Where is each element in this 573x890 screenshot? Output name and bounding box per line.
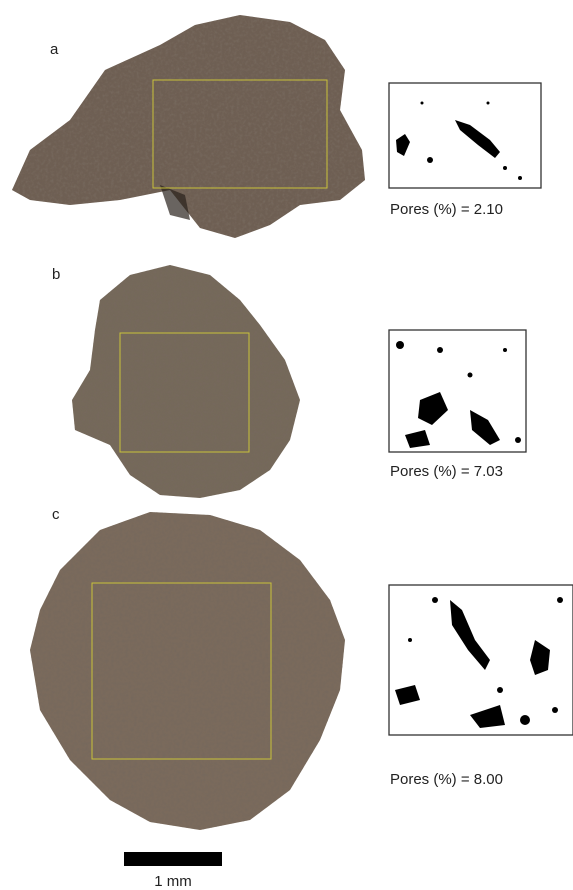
panel-label: c [52,506,60,523]
pores-label: Pores (%) = 2.10 [390,201,503,218]
aggregate-image [12,15,365,238]
panel-label: b [52,266,60,283]
aggregate-image [30,512,345,830]
scale-bar-label: 1 mm [154,873,192,890]
figure: a Pores (%) = 2.10 b Pores (%) = 7.03 c … [0,0,573,890]
panel-label: a [50,41,59,58]
pores-label: Pores (%) = 8.00 [390,771,503,788]
scale-bar [124,852,222,866]
pores-label: Pores (%) = 7.03 [390,463,503,480]
binary-image [389,83,541,188]
aggregate-image [72,265,300,498]
